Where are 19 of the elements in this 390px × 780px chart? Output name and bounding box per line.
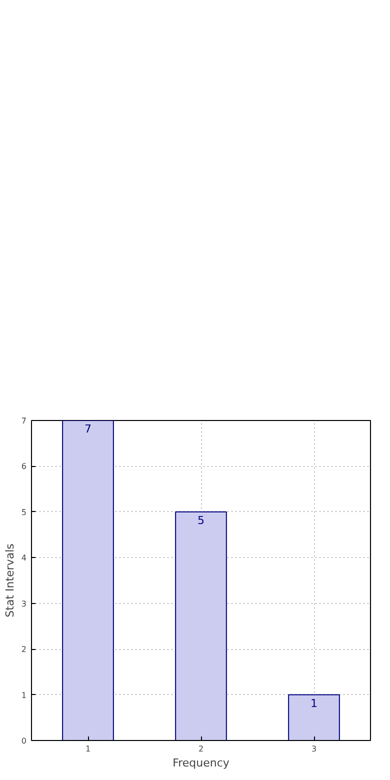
y-tick-label: 2 bbox=[21, 645, 27, 654]
bar bbox=[62, 420, 114, 740]
y-tick-label: 6 bbox=[21, 462, 27, 472]
y-tick-label: 5 bbox=[21, 508, 27, 517]
data-label: 7 bbox=[84, 422, 92, 436]
data-label: 5 bbox=[198, 514, 204, 527]
bar bbox=[288, 694, 340, 740]
x-axis-title: Frequency bbox=[172, 756, 230, 770]
y-tick-label: 4 bbox=[21, 554, 27, 563]
y-tick-label: 7 bbox=[21, 416, 27, 426]
x-tick-label: 2 bbox=[198, 744, 204, 754]
y-tick-label: 1 bbox=[21, 690, 27, 700]
x-tick-label: 3 bbox=[311, 744, 317, 754]
data-label: 1 bbox=[310, 696, 318, 710]
bar bbox=[175, 511, 227, 740]
x-tick-label: 1 bbox=[85, 744, 91, 754]
y-tick-label: 0 bbox=[21, 736, 27, 746]
y-axis-title: Stat Intervals bbox=[3, 543, 16, 618]
y-tick-label: 3 bbox=[21, 599, 27, 608]
